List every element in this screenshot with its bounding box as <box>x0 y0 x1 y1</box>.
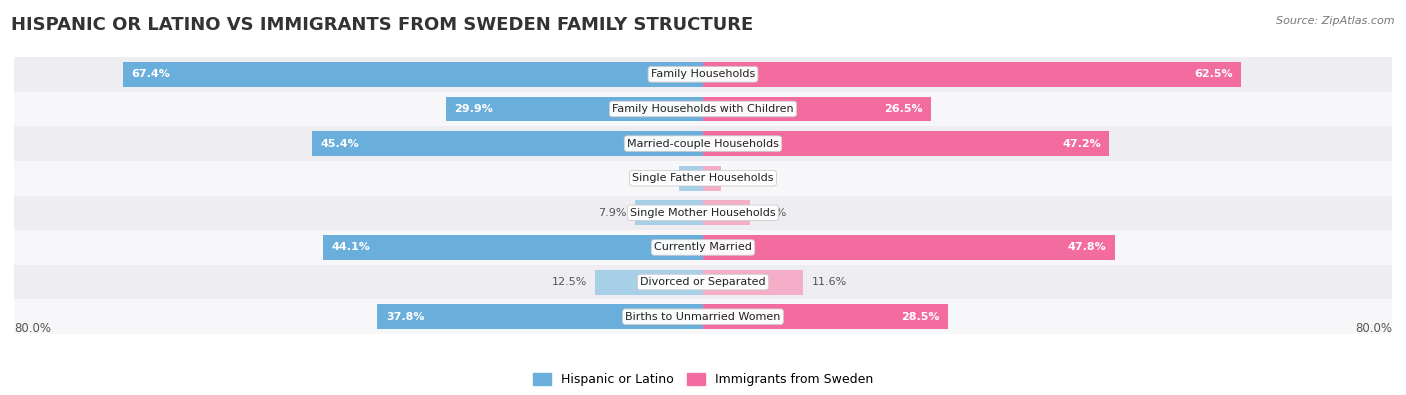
Bar <box>377 304 703 329</box>
Bar <box>703 131 1109 156</box>
Bar <box>595 270 703 295</box>
Text: Divorced or Separated: Divorced or Separated <box>640 277 766 287</box>
Text: Family Households: Family Households <box>651 70 755 79</box>
Bar <box>636 200 703 225</box>
Bar <box>14 126 1392 161</box>
Text: 2.8%: 2.8% <box>641 173 671 183</box>
Bar <box>14 57 1392 92</box>
Text: 29.9%: 29.9% <box>454 104 494 114</box>
Text: 62.5%: 62.5% <box>1194 70 1233 79</box>
Text: 80.0%: 80.0% <box>1355 322 1392 335</box>
Bar <box>679 166 703 191</box>
Text: 12.5%: 12.5% <box>551 277 586 287</box>
Bar <box>703 235 1115 260</box>
Bar <box>312 131 703 156</box>
Text: 26.5%: 26.5% <box>884 104 922 114</box>
Bar <box>14 299 1392 334</box>
Text: 67.4%: 67.4% <box>131 70 170 79</box>
Text: Single Mother Households: Single Mother Households <box>630 208 776 218</box>
Bar <box>323 235 703 260</box>
Bar <box>14 265 1392 299</box>
Text: Births to Unmarried Women: Births to Unmarried Women <box>626 312 780 322</box>
Text: Family Households with Children: Family Households with Children <box>612 104 794 114</box>
Bar <box>14 92 1392 126</box>
Bar <box>703 96 931 121</box>
Text: 28.5%: 28.5% <box>901 312 939 322</box>
Text: Single Father Households: Single Father Households <box>633 173 773 183</box>
Text: 2.1%: 2.1% <box>730 173 758 183</box>
Bar <box>703 62 1241 87</box>
Text: 80.0%: 80.0% <box>14 322 51 335</box>
Bar <box>703 200 749 225</box>
Bar <box>14 196 1392 230</box>
Text: 47.2%: 47.2% <box>1062 139 1101 149</box>
Text: 5.4%: 5.4% <box>758 208 786 218</box>
Legend: Hispanic or Latino, Immigrants from Sweden: Hispanic or Latino, Immigrants from Swed… <box>527 368 879 391</box>
Text: Currently Married: Currently Married <box>654 243 752 252</box>
Text: Married-couple Households: Married-couple Households <box>627 139 779 149</box>
Bar <box>14 161 1392 196</box>
Bar <box>703 166 721 191</box>
Text: 47.8%: 47.8% <box>1067 243 1107 252</box>
Text: 45.4%: 45.4% <box>321 139 360 149</box>
Bar <box>446 96 703 121</box>
Bar <box>703 270 803 295</box>
Text: Source: ZipAtlas.com: Source: ZipAtlas.com <box>1277 16 1395 26</box>
Bar <box>14 230 1392 265</box>
Bar <box>122 62 703 87</box>
Text: 44.1%: 44.1% <box>332 243 371 252</box>
Bar <box>703 304 949 329</box>
Text: HISPANIC OR LATINO VS IMMIGRANTS FROM SWEDEN FAMILY STRUCTURE: HISPANIC OR LATINO VS IMMIGRANTS FROM SW… <box>11 16 754 34</box>
Text: 37.8%: 37.8% <box>387 312 425 322</box>
Text: 11.6%: 11.6% <box>811 277 846 287</box>
Text: 7.9%: 7.9% <box>598 208 626 218</box>
